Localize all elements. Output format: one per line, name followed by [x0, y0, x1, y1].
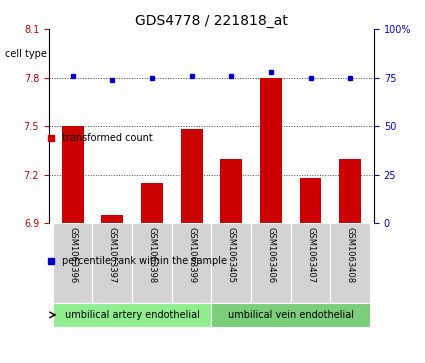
Text: GSM1063397: GSM1063397: [108, 227, 117, 284]
Bar: [330, 223, 370, 303]
Text: umbilical artery endothelial: umbilical artery endothelial: [65, 310, 200, 320]
Bar: [212, 223, 251, 303]
Bar: [251, 223, 291, 303]
Bar: [141, 183, 163, 223]
Text: transformed count: transformed count: [62, 133, 153, 143]
Title: GDS4778 / 221818_at: GDS4778 / 221818_at: [135, 14, 288, 28]
Bar: [132, 223, 172, 303]
Bar: [300, 178, 321, 223]
Text: GSM1063407: GSM1063407: [306, 227, 315, 284]
Bar: [93, 223, 132, 303]
Bar: [339, 159, 361, 223]
Bar: [102, 215, 123, 223]
Text: GSM1063406: GSM1063406: [266, 227, 275, 284]
Text: GSM1063398: GSM1063398: [147, 227, 156, 284]
Bar: [181, 129, 203, 223]
Bar: [260, 78, 282, 223]
Bar: [212, 303, 370, 327]
Bar: [53, 223, 93, 303]
Text: GSM1063408: GSM1063408: [346, 227, 355, 284]
Text: GSM1063396: GSM1063396: [68, 227, 77, 284]
Bar: [220, 159, 242, 223]
Bar: [291, 223, 330, 303]
Bar: [53, 303, 212, 327]
Bar: [172, 223, 212, 303]
Text: GSM1063399: GSM1063399: [187, 227, 196, 284]
Text: umbilical vein endothelial: umbilical vein endothelial: [228, 310, 354, 320]
Bar: [62, 126, 84, 223]
Text: cell type: cell type: [5, 49, 47, 60]
Text: GSM1063405: GSM1063405: [227, 227, 236, 283]
Text: percentile rank within the sample: percentile rank within the sample: [62, 256, 227, 266]
